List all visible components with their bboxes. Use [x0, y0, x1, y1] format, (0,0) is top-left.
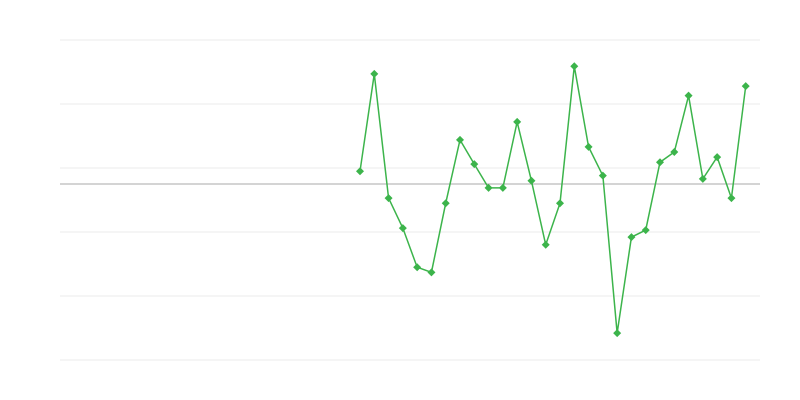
- data-point[interactable]: [598, 171, 607, 180]
- data-point[interactable]: [370, 69, 379, 78]
- data-point[interactable]: [684, 91, 693, 100]
- data-point[interactable]: [470, 160, 479, 169]
- data-point[interactable]: [613, 329, 622, 338]
- series-line: [359, 66, 747, 334]
- data-point[interactable]: [413, 263, 422, 272]
- data-point[interactable]: [527, 176, 536, 185]
- data-point[interactable]: [513, 117, 522, 126]
- data-point[interactable]: [584, 142, 593, 151]
- gridlines: [60, 39, 760, 361]
- data-point[interactable]: [441, 199, 450, 208]
- data-point[interactable]: [556, 199, 564, 208]
- data-point[interactable]: [384, 194, 393, 203]
- data-point[interactable]: [627, 233, 636, 242]
- data-point[interactable]: [456, 135, 464, 144]
- data-point[interactable]: [398, 224, 407, 233]
- data-point[interactable]: [656, 158, 664, 167]
- data-point[interactable]: [498, 183, 507, 192]
- data-point[interactable]: [484, 183, 493, 192]
- data-point[interactable]: [698, 174, 707, 183]
- data-point[interactable]: [641, 226, 650, 235]
- series-group: [356, 62, 750, 338]
- data-point[interactable]: [713, 153, 722, 162]
- data-point[interactable]: [427, 268, 436, 277]
- data-point[interactable]: [541, 240, 550, 249]
- data-point[interactable]: [570, 62, 579, 71]
- data-point[interactable]: [727, 194, 736, 203]
- data-point[interactable]: [741, 82, 750, 91]
- data-point[interactable]: [670, 148, 679, 156]
- data-point[interactable]: [356, 167, 364, 176]
